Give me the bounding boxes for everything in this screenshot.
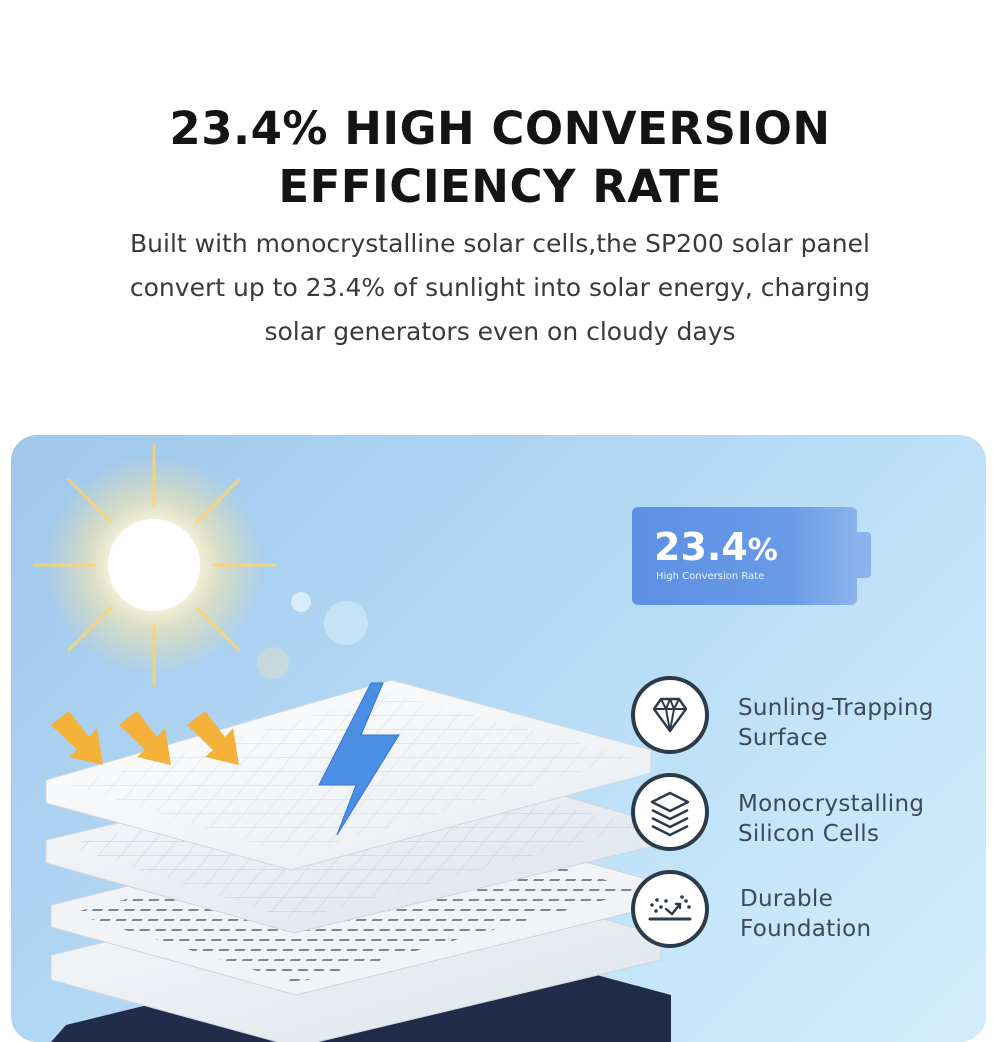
description-line-1: Built with monocrystalline solar cells,t… <box>130 229 870 258</box>
badge-unit: % <box>747 533 778 568</box>
feature-2-line-2: Silicon Cells <box>738 821 880 847</box>
sunlight-arrows-icon <box>51 711 239 765</box>
feature-label-sunlight-trapping: Sunling-Trapping Surface <box>738 693 934 753</box>
feature-3-line-1: Durable <box>740 886 834 912</box>
feature-3-line-2: Foundation <box>740 916 872 942</box>
feature-label-monocrystalline: Monocrystalling Silicon Cells <box>738 789 924 849</box>
sun-icon <box>32 443 368 687</box>
feature-label-durable-foundation: Durable Foundation <box>740 884 871 944</box>
feature-1-line-2: Surface <box>738 725 828 751</box>
battery-cap <box>857 532 871 578</box>
solar-layers-illustration <box>32 443 671 1042</box>
badge-number: 23.4 <box>654 525 748 569</box>
description: Built with monocrystalline solar cells,t… <box>40 222 960 354</box>
illustration-panel: 23.4% High Conversion Rate Sunling-Trapp… <box>11 435 986 1042</box>
badge-value: 23.4% <box>654 525 778 573</box>
feature-1-line-1: Sunling-Trapping <box>738 695 934 721</box>
diamond-icon <box>631 676 709 754</box>
feature-2-line-1: Monocrystalling <box>738 791 925 817</box>
layers-icon <box>631 773 709 851</box>
headline-line-1: 23.4% HIGH CONVERSION <box>169 102 831 156</box>
headline-line-2: EFFICIENCY RATE <box>278 160 722 214</box>
description-line-2: convert up to 23.4% of sunlight into sol… <box>129 273 871 302</box>
headline: 23.4% HIGH CONVERSION EFFICIENCY RATE <box>0 100 1000 216</box>
description-line-3: solar generators even on cloudy days <box>264 317 736 346</box>
conversion-rate-badge: 23.4% High Conversion Rate <box>632 507 857 605</box>
badge-caption: High Conversion Rate <box>656 571 765 582</box>
foundation-icon <box>631 870 709 948</box>
lightning-bolt-icon <box>318 682 400 836</box>
